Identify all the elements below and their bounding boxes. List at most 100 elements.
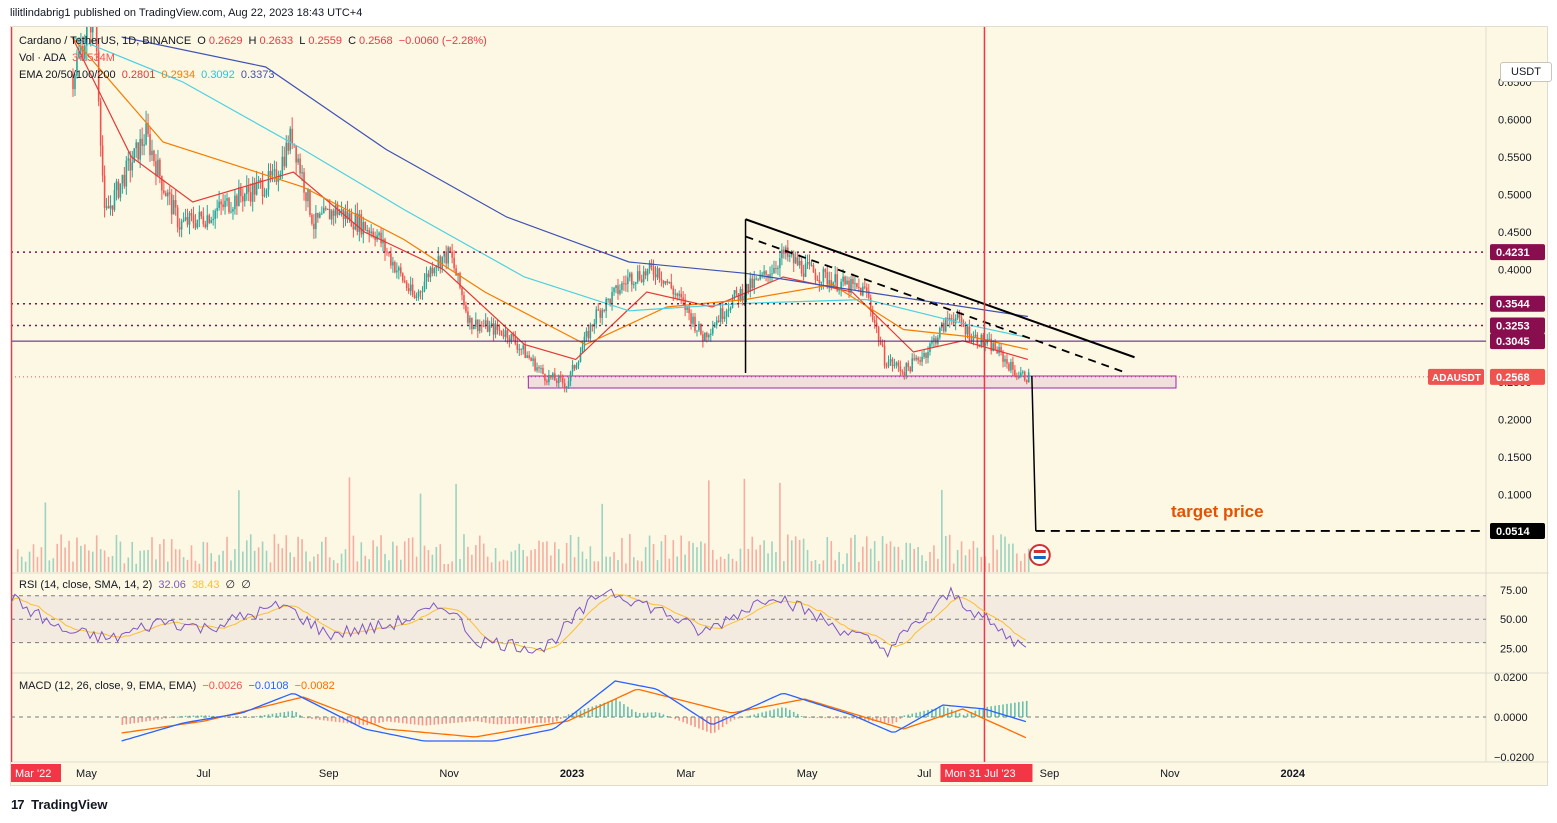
candle-body	[676, 293, 679, 296]
candle-body	[990, 338, 992, 351]
candle-body	[360, 214, 363, 235]
macd-histogram-bar	[978, 709, 981, 717]
volume-bar	[858, 561, 860, 572]
macd-label[interactable]: MACD (12, 26, close, 9, EMA, EMA)	[19, 680, 197, 692]
candle-body	[538, 367, 540, 369]
rsi-value: 32.06	[158, 579, 186, 591]
candle-body	[168, 192, 171, 195]
macd-histogram-bar	[899, 717, 902, 719]
candle-body	[996, 349, 998, 354]
candle-body	[157, 159, 159, 176]
x-axis-label: May	[797, 768, 818, 780]
candle-body	[873, 320, 876, 323]
macd-signal-value: −0.0082	[294, 680, 335, 692]
candle-body	[761, 274, 763, 276]
volume-bar	[514, 550, 517, 572]
candle-body	[243, 193, 246, 202]
candle-body	[771, 273, 773, 275]
volume-bar	[569, 535, 572, 572]
macd-histogram-bar	[706, 717, 708, 732]
volume-bar	[597, 561, 600, 572]
volume-bar	[321, 541, 323, 572]
candle-body	[234, 195, 236, 210]
volume-bar	[719, 556, 722, 572]
low-label: L	[299, 35, 306, 47]
ema50-value: 0.2934	[161, 69, 196, 81]
footer-brand[interactable]: 17 TradingView	[11, 797, 107, 812]
macd-histogram-bar	[879, 717, 882, 723]
candle-body	[708, 334, 710, 338]
macd-histogram-bar	[658, 712, 661, 717]
rsi-label[interactable]: RSI (14, close, SMA, 14, 2)	[19, 579, 153, 591]
macd-histogram-bar	[500, 717, 503, 725]
candle-body	[255, 181, 258, 195]
candle-body	[271, 170, 274, 176]
rsi-line	[11, 586, 1027, 658]
macd-histogram-bar	[417, 717, 420, 725]
symbol-name[interactable]: Cardano / TetherUS, 1D, BINANCE	[19, 35, 192, 47]
macd-histogram-bar	[702, 717, 704, 731]
candle-body	[532, 358, 534, 361]
candle-body	[324, 207, 327, 210]
candle-body	[476, 319, 479, 332]
candle-body	[794, 257, 797, 264]
volume-bar	[814, 559, 817, 572]
currency-button[interactable]: USDT	[1500, 62, 1552, 82]
candle-body	[151, 150, 153, 156]
candle-body	[338, 211, 341, 215]
macd-histogram-bar	[165, 717, 167, 719]
volume-bar	[771, 541, 773, 572]
macd-histogram-bar	[753, 714, 756, 717]
macd-histogram-bar	[555, 717, 558, 722]
candle-body	[666, 281, 669, 283]
volume-bar	[530, 550, 532, 572]
rsi-tick-label: 50.00	[1500, 614, 1528, 626]
volume-bar	[123, 563, 126, 572]
candle-body	[806, 262, 809, 264]
x-axis-label: 2023	[560, 768, 584, 780]
macd-hist-value: −0.0026	[202, 680, 243, 692]
candle-body	[623, 283, 625, 285]
volume-bar	[656, 560, 659, 572]
candle-body	[573, 365, 576, 369]
macd-histogram-bar	[421, 717, 424, 726]
candle-body	[913, 358, 915, 360]
macd-histogram-bar	[386, 717, 388, 722]
macd-histogram-bar	[954, 711, 957, 717]
candle-body	[909, 367, 912, 372]
volume-bar	[396, 545, 398, 572]
candle-body	[433, 268, 436, 274]
volume-bar	[198, 563, 201, 572]
candle-body	[660, 278, 663, 281]
macd-histogram-bar	[559, 717, 562, 719]
volume-bar	[937, 558, 939, 572]
chart-canvas[interactable]: 0.65000.60000.55000.50000.45000.40000.35…	[11, 27, 1549, 787]
volume-bar	[755, 549, 758, 572]
candle-body	[518, 348, 521, 350]
volume-label[interactable]: Vol · ADA	[19, 52, 67, 64]
macd-histogram-bar	[642, 712, 645, 717]
candle-body	[147, 123, 149, 135]
candle-body	[765, 271, 767, 275]
x-axis-label: Sep	[1040, 768, 1060, 780]
candle-body	[715, 320, 718, 326]
volume-bar	[846, 553, 848, 572]
x-axis-label: Mon 31 Jul '23	[944, 768, 1015, 780]
volume-bar	[692, 542, 694, 572]
macd-histogram-bar	[674, 717, 677, 720]
macd-histogram-bar	[200, 715, 203, 717]
candle-body	[461, 287, 463, 296]
candle-body	[891, 359, 894, 367]
candle-body	[915, 357, 917, 360]
macd-histogram-bar	[390, 717, 392, 722]
macd-histogram-bar	[721, 717, 724, 728]
candle-body	[970, 339, 973, 341]
candle-body	[944, 317, 947, 332]
candle-body	[747, 284, 750, 292]
candle-body	[848, 280, 850, 293]
candle-body	[220, 201, 222, 205]
macd-histogram-bar	[907, 714, 910, 717]
ema-label[interactable]: EMA 20/50/100/200	[19, 69, 116, 81]
chart-frame[interactable]: 0.65000.60000.55000.50000.45000.40000.35…	[10, 26, 1552, 787]
candle-body	[374, 236, 376, 240]
